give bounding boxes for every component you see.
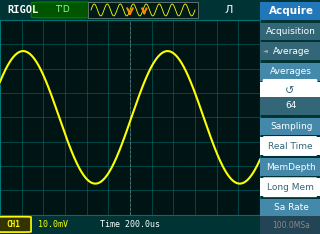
- Text: Real Time: Real Time: [268, 142, 312, 150]
- Text: Long Mem: Long Mem: [267, 183, 313, 192]
- FancyBboxPatch shape: [0, 217, 31, 232]
- Text: ↺: ↺: [285, 86, 295, 96]
- FancyBboxPatch shape: [263, 136, 317, 156]
- Text: Л: Л: [225, 5, 233, 15]
- Text: T'D: T'D: [55, 5, 70, 15]
- Text: 64: 64: [285, 101, 297, 110]
- Text: ◄: ◄: [263, 48, 268, 54]
- Bar: [260, 137, 320, 155]
- Bar: [260, 158, 320, 176]
- Bar: [260, 83, 320, 100]
- Bar: [260, 199, 320, 216]
- FancyBboxPatch shape: [88, 2, 198, 18]
- Text: 10.0mV: 10.0mV: [38, 220, 68, 229]
- Text: RIGOL: RIGOL: [8, 5, 39, 15]
- Text: Acquisition: Acquisition: [266, 27, 316, 36]
- Bar: [260, 2, 320, 20]
- FancyBboxPatch shape: [31, 2, 94, 18]
- Text: Average: Average: [273, 47, 310, 55]
- Bar: [260, 42, 320, 60]
- FancyBboxPatch shape: [262, 79, 318, 103]
- Text: Acquire: Acquire: [269, 6, 314, 16]
- Text: Averages: Averages: [270, 67, 312, 76]
- Text: Sampling: Sampling: [270, 122, 312, 131]
- Text: T+-88.00us: T+-88.00us: [263, 220, 309, 229]
- Bar: [260, 216, 320, 234]
- Bar: [260, 23, 320, 40]
- Bar: [260, 117, 320, 135]
- Bar: [260, 178, 320, 196]
- Text: MemDepth: MemDepth: [266, 163, 316, 172]
- Text: Sa Rate: Sa Rate: [274, 203, 308, 212]
- Text: CH1: CH1: [6, 220, 20, 229]
- Text: 100.0MSa: 100.0MSa: [272, 221, 310, 230]
- FancyBboxPatch shape: [263, 177, 317, 197]
- Bar: [260, 63, 320, 80]
- Text: Time 200.0us: Time 200.0us: [100, 220, 160, 229]
- Bar: [260, 97, 320, 114]
